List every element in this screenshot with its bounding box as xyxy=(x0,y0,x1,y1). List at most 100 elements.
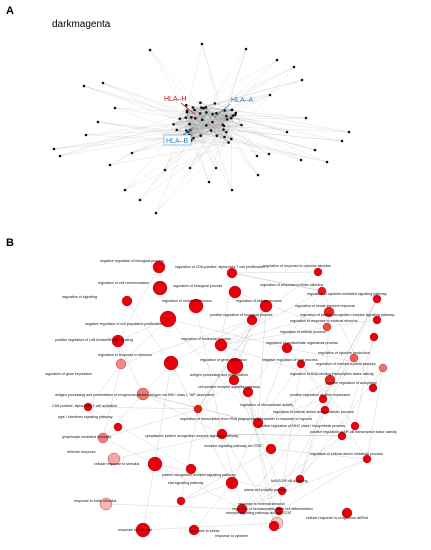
network-node xyxy=(108,163,112,167)
network-edge xyxy=(83,85,192,118)
network-edge xyxy=(53,124,223,150)
network-edge xyxy=(185,117,217,169)
go-edge xyxy=(247,391,275,527)
network-node xyxy=(229,116,233,120)
network-edge xyxy=(190,48,247,136)
go-term-label: cellular response to stimulus xyxy=(94,462,140,466)
hla-a-label: HLA–A xyxy=(231,97,254,104)
go-term-node xyxy=(259,299,273,313)
network-node xyxy=(225,118,229,121)
go-term-node xyxy=(99,497,113,511)
panel-a-letter: A xyxy=(6,5,14,17)
network-node xyxy=(188,166,192,170)
network-edge xyxy=(189,110,225,169)
go-edge xyxy=(257,398,324,424)
network-edge xyxy=(216,124,242,136)
network-edge xyxy=(188,117,192,137)
go-term-label: regulation of response to cytokine stimu… xyxy=(263,264,331,268)
go-edge xyxy=(281,409,326,492)
go-edge xyxy=(180,482,233,502)
network-node xyxy=(225,130,228,134)
go-term-node xyxy=(265,443,277,455)
hla-h-pointer xyxy=(180,102,197,116)
network-node xyxy=(300,78,304,82)
go-edge xyxy=(257,363,302,424)
go-edge xyxy=(197,319,253,410)
network-edge xyxy=(212,79,303,115)
network-node xyxy=(267,152,271,156)
network-node xyxy=(184,103,188,107)
go-edge xyxy=(87,363,122,408)
go-edge xyxy=(247,290,323,393)
go-term-node xyxy=(135,522,151,538)
network-edge xyxy=(149,49,195,111)
network-node xyxy=(58,154,62,158)
go-term-node xyxy=(322,322,332,332)
go-term-label: regulation of biological process xyxy=(173,284,223,288)
network-edge xyxy=(205,107,224,126)
go-term-label: stat signaling pathway xyxy=(168,481,204,485)
network-edge xyxy=(200,110,225,114)
network-edge xyxy=(214,103,232,111)
go-edge xyxy=(231,271,319,274)
network-edge xyxy=(228,66,295,143)
network-node xyxy=(313,148,317,152)
go-term-node xyxy=(318,394,328,404)
network-node xyxy=(202,106,205,110)
network-node xyxy=(96,120,100,124)
go-edge xyxy=(286,347,356,427)
network-edge xyxy=(191,117,270,155)
network-edge xyxy=(186,125,224,131)
network-edge xyxy=(222,48,247,125)
network-edge xyxy=(109,113,201,166)
network-node xyxy=(199,101,202,105)
go-term-label: positive regulation of NF-κB transcripti… xyxy=(310,430,397,434)
network-node xyxy=(304,116,308,120)
go-term-label: regulation of cellular amino metabolic p… xyxy=(310,452,383,456)
network-nodes xyxy=(52,42,351,215)
go-edge xyxy=(241,478,301,510)
go-edge xyxy=(270,448,368,460)
network-edge xyxy=(206,125,225,138)
go-term-node xyxy=(252,417,264,429)
go-term-label: negative regulation of biological proces… xyxy=(100,259,164,263)
go-term-node xyxy=(152,260,166,274)
network-edge xyxy=(216,59,278,114)
network-node xyxy=(175,128,179,132)
go-edge xyxy=(105,503,243,510)
go-edge xyxy=(324,298,378,411)
go-term-label: cell surface receptor signaling pathway xyxy=(198,385,260,389)
go-term-node xyxy=(320,405,330,415)
network-node xyxy=(230,188,234,192)
network-node xyxy=(205,111,208,114)
network-node xyxy=(200,118,204,122)
network-edge xyxy=(83,85,232,140)
network-edge xyxy=(139,135,191,201)
go-network-nodes xyxy=(83,260,388,538)
go-term-node xyxy=(350,421,360,431)
go-edge xyxy=(234,291,328,328)
go-term-label: planar cell polarity pathway xyxy=(244,488,288,492)
network-edge xyxy=(114,107,187,113)
hub-labels: HLA–H HLA–A HLA–B xyxy=(163,96,254,146)
go-term-labels: negative regulation of biological proces… xyxy=(45,259,397,538)
network-node xyxy=(193,108,196,112)
network-edge xyxy=(189,94,271,136)
network-edge xyxy=(149,49,201,136)
network-edge xyxy=(216,113,259,176)
network-edge xyxy=(212,114,328,163)
network-edge xyxy=(212,114,307,119)
go-term-label: positive regulation of autophagy xyxy=(326,381,377,385)
go-term-node xyxy=(121,295,133,307)
network-node xyxy=(193,116,197,120)
go-term-node xyxy=(228,374,240,386)
go-term-node xyxy=(274,506,284,516)
go-edge xyxy=(87,406,192,470)
go-edge xyxy=(234,305,267,367)
go-edge xyxy=(170,319,253,364)
module-title: darkmagenta xyxy=(52,19,111,30)
network-edge xyxy=(53,119,228,150)
network-edge xyxy=(200,66,295,114)
network-node xyxy=(222,128,225,131)
go-term-node xyxy=(236,503,248,515)
